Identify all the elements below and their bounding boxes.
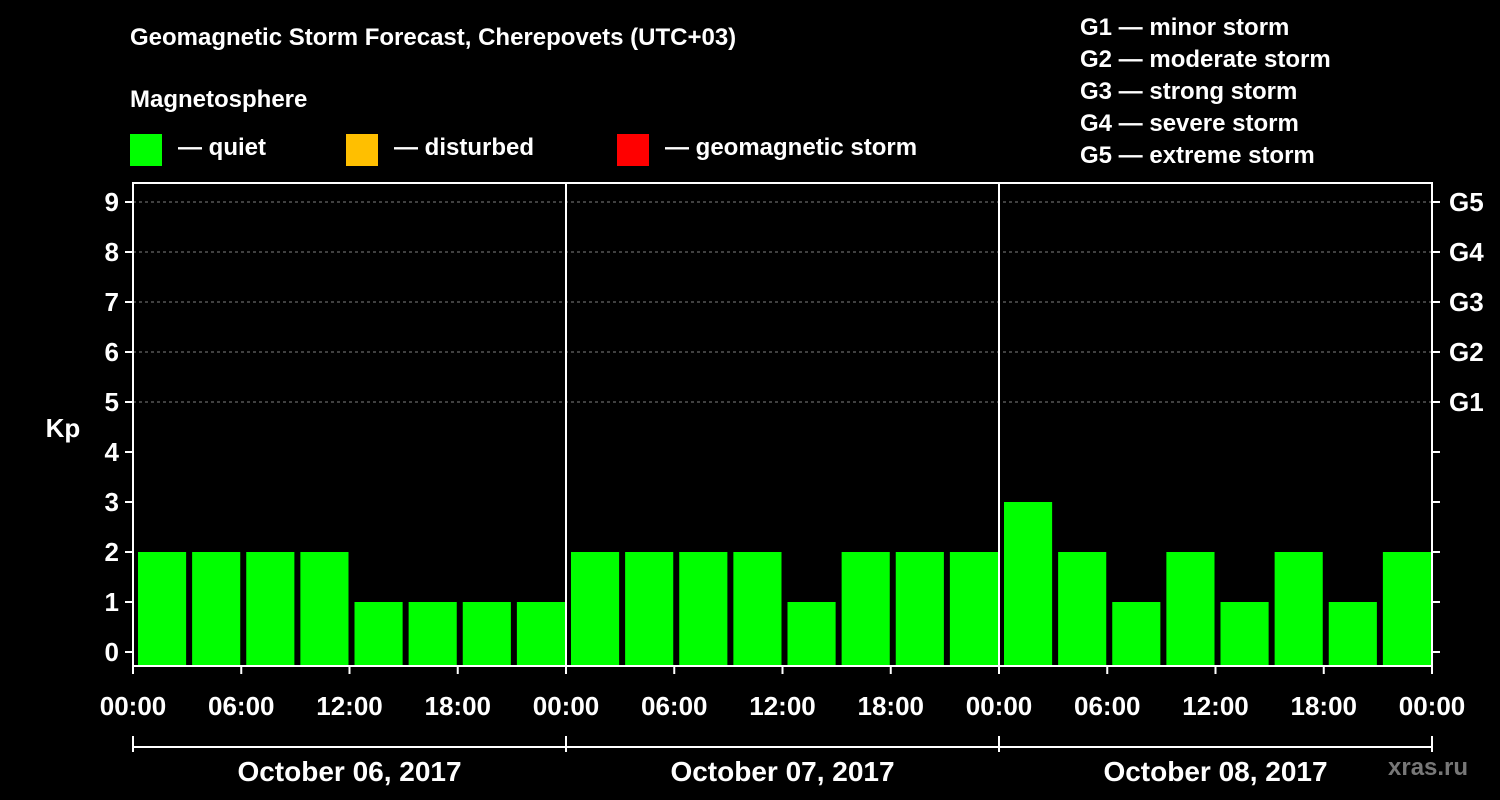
x-tick-label: 06:00 <box>641 691 708 721</box>
kp-bar <box>787 602 836 666</box>
g-tick-label: G4 <box>1449 237 1484 267</box>
y-tick-label: 7 <box>105 287 119 317</box>
x-tick-label: 12:00 <box>316 691 383 721</box>
kp-bar <box>625 552 674 666</box>
x-tick-label: 00:00 <box>533 691 600 721</box>
kp-bar <box>1274 552 1323 666</box>
x-tick-label: 06:00 <box>208 691 275 721</box>
kp-bar <box>1112 602 1161 666</box>
axes-layer <box>125 182 1440 752</box>
day-label: October 06, 2017 <box>237 756 461 787</box>
g-scale-item-g1: G1 — minor storm <box>1080 14 1290 41</box>
y-tick-label: 3 <box>105 487 119 517</box>
kp-bar <box>1166 552 1215 666</box>
kp-bar <box>1382 552 1431 666</box>
kp-bar <box>1058 552 1107 666</box>
kp-bar <box>733 552 782 666</box>
g-scale-item-g3: G3 — strong storm <box>1080 78 1298 105</box>
g-scale-item-g4: G4 — severe storm <box>1080 110 1299 137</box>
day-label: October 08, 2017 <box>1103 756 1327 787</box>
kp-bar <box>354 602 403 666</box>
y-tick-label: 8 <box>105 237 119 267</box>
kp-bar <box>246 552 295 666</box>
grid-layer <box>133 201 1432 403</box>
labels-layer: 0 1 2 3 4 5 6 7 8 9 G1 G2 G3 G4 G5 Kp 00:00 06:00 12:00 18:… <box>46 187 1485 787</box>
kp-bar <box>408 602 457 666</box>
legend-swatch-quiet <box>130 134 162 166</box>
x-tick-label: 18:00 <box>858 691 925 721</box>
y-axis-label: Kp <box>46 413 81 443</box>
x-tick-label: 00:00 <box>100 691 167 721</box>
y-tick-label: 9 <box>105 187 119 217</box>
kp-bar <box>1004 502 1053 666</box>
kp-bar <box>679 552 728 666</box>
kp-bar <box>949 552 998 666</box>
kp-bar <box>516 602 565 666</box>
y-tick-label: 2 <box>105 537 119 567</box>
bars-layer <box>138 502 1431 666</box>
legend-swatch-disturbed <box>346 134 378 166</box>
x-tick-label: 12:00 <box>1182 691 1249 721</box>
y-tick-label: 5 <box>105 387 119 417</box>
x-tick-label: 18:00 <box>1291 691 1358 721</box>
legend-label-storm: — geomagnetic storm <box>665 134 918 161</box>
g-scale-item-g5: G5 — extreme storm <box>1080 142 1315 169</box>
kp-bar <box>462 602 511 666</box>
y-tick-label: 6 <box>105 337 119 367</box>
kp-bar <box>300 552 349 666</box>
legend-label-quiet: — quiet <box>178 134 266 161</box>
g-tick-label: G3 <box>1449 287 1484 317</box>
x-tick-label: 00:00 <box>966 691 1033 721</box>
watermark: xras.ru <box>1388 754 1469 781</box>
kp-bar <box>192 552 241 666</box>
legend-label-disturbed: — disturbed <box>394 134 535 161</box>
kp-bar <box>841 552 890 666</box>
x-tick-label: 00:00 <box>1399 691 1466 721</box>
kp-bar <box>895 552 944 666</box>
chart-title: Geomagnetic Storm Forecast, Cherepovets … <box>130 24 737 51</box>
kp-bar <box>1220 602 1269 666</box>
day-label: October 07, 2017 <box>670 756 894 787</box>
g-tick-label: G5 <box>1449 187 1484 217</box>
x-tick-label: 12:00 <box>749 691 816 721</box>
legend-swatch-storm <box>617 134 649 166</box>
kp-bar <box>1328 602 1377 666</box>
y-tick-label: 0 <box>105 637 119 667</box>
g-scale-item-g2: G2 — moderate storm <box>1080 46 1331 73</box>
x-tick-label: 06:00 <box>1074 691 1141 721</box>
y-tick-label: 1 <box>105 587 119 617</box>
y-tick-label: 4 <box>105 437 120 467</box>
kp-bar <box>571 552 620 666</box>
kp-bar <box>138 552 187 666</box>
x-tick-label: 18:00 <box>425 691 492 721</box>
g-tick-label: G2 <box>1449 337 1484 367</box>
g-tick-label: G1 <box>1449 387 1484 417</box>
legend-heading: Magnetosphere <box>130 86 308 113</box>
